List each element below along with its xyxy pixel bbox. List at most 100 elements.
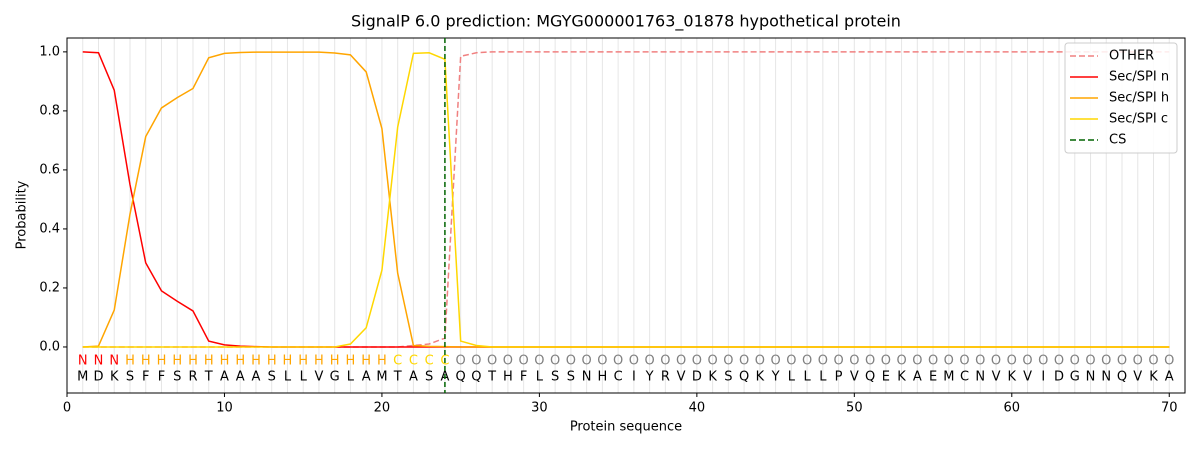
residue-label: L	[788, 370, 796, 385]
residue-label: A	[409, 370, 418, 385]
residue-label: K	[756, 370, 765, 385]
y-tick-label: 0.2	[39, 280, 60, 295]
region-label: H	[172, 354, 182, 369]
region-label: O	[1070, 354, 1080, 369]
region-label: O	[566, 354, 576, 369]
x-tick-label: 40	[689, 401, 706, 416]
residue-label: S	[425, 370, 433, 385]
residue-label: D	[93, 370, 103, 385]
residue-label: K	[1008, 370, 1017, 385]
y-tick-label: 0.4	[39, 221, 60, 236]
residue-label: D	[1054, 370, 1064, 385]
region-label: O	[770, 354, 780, 369]
x-tick-label: 70	[1161, 401, 1178, 416]
region-label: O	[1101, 354, 1111, 369]
residue-label: V	[850, 370, 859, 385]
region-label: O	[613, 354, 623, 369]
residue-label: G	[330, 370, 340, 385]
region-label: O	[881, 354, 891, 369]
region-label: O	[534, 354, 544, 369]
region-label: O	[849, 354, 859, 369]
legend-label: Sec/SPI h	[1109, 91, 1169, 106]
residue-label: K	[897, 370, 906, 385]
region-label: H	[157, 354, 167, 369]
residue-label: S	[567, 370, 575, 385]
region-label: O	[818, 354, 828, 369]
region-label: O	[1133, 354, 1143, 369]
residue-label: K	[708, 370, 717, 385]
residue-label: I	[1041, 370, 1045, 385]
region-label: H	[283, 354, 293, 369]
residue-label: V	[677, 370, 686, 385]
chart-title: SignalP 6.0 prediction: MGYG000001763_01…	[351, 12, 901, 32]
legend-label: CS	[1109, 133, 1126, 148]
region-label: H	[141, 354, 151, 369]
residue-label: Q	[865, 370, 875, 385]
region-label: H	[220, 354, 230, 369]
residue-label: R	[661, 370, 670, 385]
residue-label: E	[929, 370, 937, 385]
residue-label: M	[77, 370, 88, 385]
region-label: H	[377, 354, 387, 369]
residue-label: F	[142, 370, 149, 385]
residue-label: L	[803, 370, 811, 385]
residue-label: E	[882, 370, 890, 385]
legend-box	[1064, 42, 1178, 154]
region-label: O	[550, 354, 560, 369]
region-label: H	[346, 354, 356, 369]
region-label: O	[896, 354, 906, 369]
residue-label: S	[173, 370, 181, 385]
region-label: C	[409, 354, 418, 369]
series-line	[82, 51, 1170, 348]
legend-label: OTHER	[1109, 49, 1154, 64]
region-label: C	[393, 354, 402, 369]
region-label: O	[959, 354, 969, 369]
residue-label: F	[520, 370, 527, 385]
x-tick-label: 10	[216, 401, 233, 416]
residue-label: A	[236, 370, 245, 385]
region-label: O	[471, 354, 481, 369]
region-label: O	[802, 354, 812, 369]
region-label: O	[755, 354, 765, 369]
region-label: O	[991, 354, 1001, 369]
residue-label: V	[1133, 370, 1142, 385]
residue-label: Y	[771, 370, 780, 385]
residue-label: A	[913, 370, 922, 385]
residue-label: N	[1086, 370, 1096, 385]
region-label: O	[1022, 354, 1032, 369]
residue-label: F	[158, 370, 165, 385]
region-label: O	[865, 354, 875, 369]
region-label: O	[597, 354, 607, 369]
residue-label: S	[126, 370, 134, 385]
region-label: N	[109, 354, 119, 369]
x-tick-label: 60	[1004, 401, 1021, 416]
residue-label: L	[819, 370, 827, 385]
residue-label: C	[614, 370, 623, 385]
region-label: O	[456, 354, 466, 369]
region-label: O	[1148, 354, 1158, 369]
region-label: O	[487, 354, 497, 369]
region-label: H	[298, 354, 308, 369]
residue-label: V	[1023, 370, 1032, 385]
region-label: O	[692, 354, 702, 369]
region-label: O	[1007, 354, 1017, 369]
residue-label: K	[1149, 370, 1158, 385]
region-label: O	[582, 354, 592, 369]
y-tick-label: 0.6	[39, 162, 60, 177]
region-label: H	[188, 354, 198, 369]
residue-label: V	[992, 370, 1001, 385]
residue-label: M	[943, 370, 954, 385]
residue-label: H	[597, 370, 607, 385]
residue-label: L	[536, 370, 544, 385]
region-label: O	[1164, 354, 1174, 369]
residue-label: S	[268, 370, 276, 385]
residue-label: L	[284, 370, 292, 385]
region-label: O	[1054, 354, 1064, 369]
residue-label: Y	[645, 370, 654, 385]
legend-label: Sec/SPI n	[1109, 70, 1169, 85]
residue-label: V	[314, 370, 323, 385]
residue-label: A	[252, 370, 261, 385]
legend-label: Sec/SPI c	[1109, 112, 1168, 127]
region-label: O	[1117, 354, 1127, 369]
